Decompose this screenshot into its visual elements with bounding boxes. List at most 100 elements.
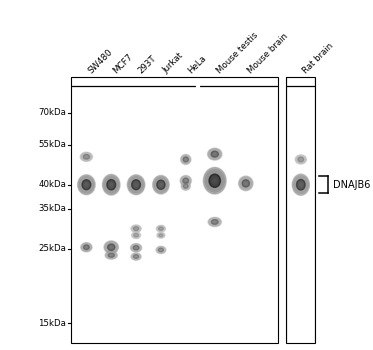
Text: Mouse testis: Mouse testis [215, 30, 260, 75]
Ellipse shape [181, 182, 191, 190]
Ellipse shape [134, 255, 139, 258]
Ellipse shape [184, 184, 188, 188]
Ellipse shape [134, 227, 138, 230]
Ellipse shape [210, 219, 219, 225]
Ellipse shape [84, 245, 89, 250]
Ellipse shape [209, 218, 221, 226]
Ellipse shape [213, 179, 216, 182]
Ellipse shape [155, 178, 167, 192]
Ellipse shape [182, 177, 189, 184]
Ellipse shape [183, 178, 189, 183]
Ellipse shape [212, 152, 217, 156]
Ellipse shape [81, 178, 92, 191]
Ellipse shape [183, 178, 189, 183]
Ellipse shape [159, 248, 163, 252]
Ellipse shape [132, 253, 141, 260]
Ellipse shape [110, 246, 112, 248]
Ellipse shape [131, 178, 142, 191]
Ellipse shape [240, 178, 251, 189]
Ellipse shape [207, 148, 222, 160]
Ellipse shape [158, 247, 164, 252]
Text: Jurkat: Jurkat [161, 51, 185, 75]
Ellipse shape [241, 179, 250, 188]
Ellipse shape [84, 155, 89, 159]
Ellipse shape [159, 227, 163, 230]
Ellipse shape [182, 156, 189, 163]
Ellipse shape [109, 254, 113, 257]
Text: Mouse brain: Mouse brain [246, 32, 290, 75]
Ellipse shape [212, 220, 217, 224]
Ellipse shape [157, 232, 165, 238]
Ellipse shape [184, 179, 188, 183]
Ellipse shape [131, 244, 142, 252]
Ellipse shape [160, 234, 162, 236]
Ellipse shape [205, 169, 225, 192]
Ellipse shape [110, 255, 112, 256]
Ellipse shape [294, 177, 307, 193]
Ellipse shape [132, 180, 141, 190]
Text: 293T: 293T [136, 54, 158, 75]
Ellipse shape [239, 176, 253, 191]
Ellipse shape [107, 243, 116, 251]
Ellipse shape [82, 154, 90, 160]
Ellipse shape [211, 151, 218, 157]
Text: 25kDa: 25kDa [38, 244, 66, 253]
Ellipse shape [156, 179, 166, 190]
Ellipse shape [135, 183, 137, 186]
Ellipse shape [80, 152, 93, 161]
Ellipse shape [134, 233, 138, 237]
Ellipse shape [160, 228, 162, 230]
Ellipse shape [132, 232, 140, 238]
Text: DNAJB6: DNAJB6 [333, 180, 370, 190]
Text: 15kDa: 15kDa [38, 318, 66, 328]
Ellipse shape [79, 176, 94, 194]
Ellipse shape [133, 233, 139, 237]
Ellipse shape [160, 183, 162, 186]
Ellipse shape [132, 180, 141, 190]
Ellipse shape [82, 153, 91, 160]
Ellipse shape [84, 245, 88, 249]
Ellipse shape [181, 176, 191, 186]
Ellipse shape [185, 158, 187, 161]
Ellipse shape [107, 253, 115, 258]
Ellipse shape [127, 175, 145, 195]
Ellipse shape [157, 180, 165, 189]
Ellipse shape [181, 154, 191, 164]
Ellipse shape [153, 175, 169, 194]
Ellipse shape [106, 243, 117, 252]
Ellipse shape [134, 234, 138, 237]
Ellipse shape [131, 232, 141, 239]
Text: SW480: SW480 [87, 47, 115, 75]
Ellipse shape [184, 184, 188, 188]
Ellipse shape [203, 167, 226, 194]
Ellipse shape [85, 246, 88, 248]
Ellipse shape [108, 253, 115, 257]
Ellipse shape [108, 181, 115, 189]
Ellipse shape [297, 156, 304, 162]
Ellipse shape [157, 247, 164, 253]
Ellipse shape [159, 227, 163, 230]
Ellipse shape [245, 182, 247, 184]
Ellipse shape [182, 177, 190, 185]
Ellipse shape [81, 243, 91, 251]
Text: Rat brain: Rat brain [301, 41, 335, 75]
Ellipse shape [182, 182, 190, 190]
Ellipse shape [213, 153, 217, 156]
Ellipse shape [157, 180, 165, 189]
Ellipse shape [107, 180, 116, 190]
Text: 70kDa: 70kDa [38, 108, 66, 117]
Ellipse shape [110, 254, 113, 256]
Ellipse shape [183, 157, 188, 162]
Ellipse shape [156, 225, 166, 232]
Ellipse shape [133, 246, 139, 250]
Ellipse shape [81, 243, 92, 252]
Ellipse shape [242, 180, 250, 187]
Ellipse shape [133, 181, 140, 188]
Ellipse shape [134, 182, 138, 187]
Ellipse shape [134, 227, 139, 231]
Ellipse shape [135, 235, 137, 236]
Ellipse shape [298, 157, 304, 162]
Ellipse shape [135, 256, 137, 257]
Ellipse shape [84, 245, 89, 250]
Ellipse shape [300, 159, 301, 160]
